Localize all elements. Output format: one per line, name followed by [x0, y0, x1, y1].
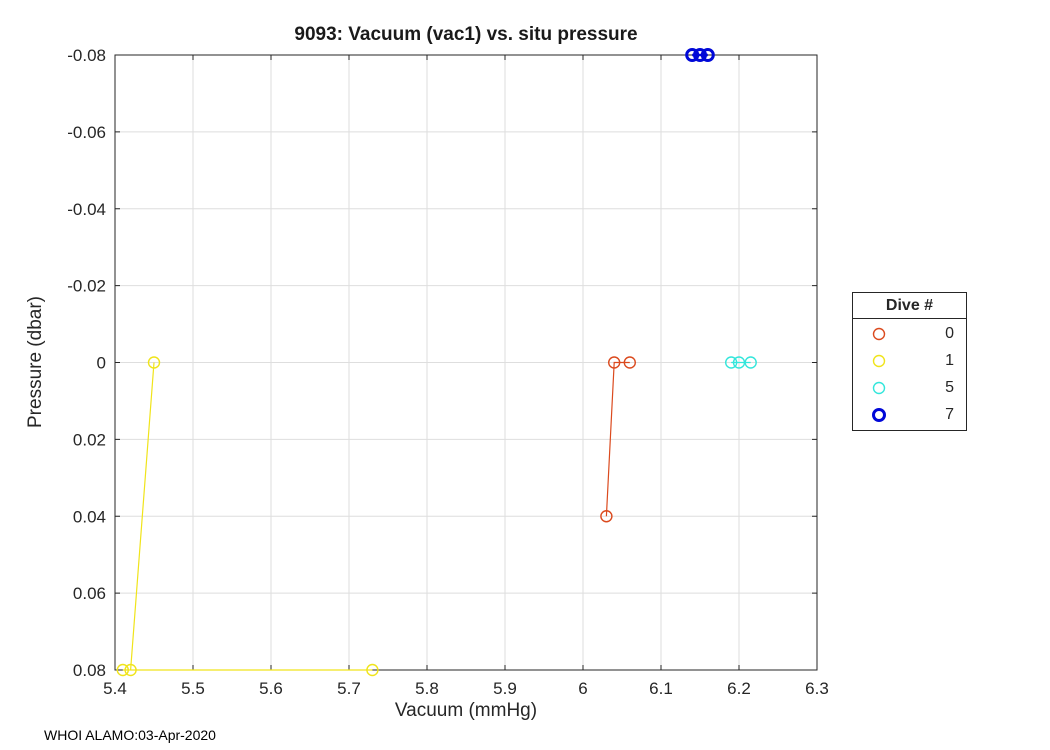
legend-row-dive-1: 1 — [853, 348, 966, 375]
data-marker-dive-1 — [366, 663, 379, 677]
y-tick-label: 0.06 — [73, 584, 106, 603]
data-marker-dive-5 — [744, 356, 757, 369]
data-marker-dive-1 — [116, 663, 130, 677]
x-tick-label: 5.8 — [415, 679, 439, 698]
legend-label: 1 — [945, 352, 954, 370]
x-tick-label: 6.2 — [727, 679, 751, 698]
y-tick-label: 0.04 — [73, 507, 106, 526]
x-tick-label: 5.9 — [493, 679, 517, 698]
x-tick-label: 6.1 — [649, 679, 673, 698]
legend-title: Dive # — [853, 293, 966, 319]
x-tick-label: 6.3 — [805, 679, 829, 698]
y-tick-label: 0 — [97, 354, 106, 373]
series-line-dive-1 — [122, 362, 373, 671]
legend-row-dive-5: 5 — [853, 375, 966, 402]
legend-row-dive-7: 7 — [853, 401, 966, 428]
data-marker-dive-1 — [124, 663, 137, 677]
y-tick-label: 0.02 — [73, 430, 106, 449]
data-marker-dive-7 — [693, 48, 707, 62]
x-axis-label: Vacuum (mmHg) — [394, 700, 538, 721]
legend-label: 0 — [945, 325, 954, 343]
x-tick-label: 6 — [578, 679, 587, 698]
legend-marker-icon — [872, 354, 886, 368]
x-tick-label: 5.7 — [337, 679, 361, 698]
legend-label: 5 — [945, 378, 954, 396]
data-marker-dive-0 — [623, 356, 636, 369]
data-marker-dive-0 — [600, 510, 613, 523]
y-tick-label: -0.08 — [67, 46, 106, 65]
data-marker-dive-5 — [732, 356, 746, 369]
legend-rows: 0 1 5 7 — [853, 319, 966, 430]
data-marker-dive-0 — [608, 356, 621, 369]
legend-marker-icon — [872, 381, 886, 395]
watermark-text: WHOI ALAMO:03-Apr-2020 — [44, 727, 216, 743]
legend-label: 7 — [945, 405, 954, 423]
data-marker-dive-1 — [147, 356, 161, 369]
y-tick-label: -0.02 — [67, 277, 106, 296]
data-marker-dive-7 — [700, 48, 715, 62]
data-marker-dive-7 — [685, 48, 700, 62]
data-marker-dive-5 — [725, 356, 738, 369]
y-axis-label: Pressure (dbar) — [25, 296, 46, 428]
y-tick-label: -0.06 — [67, 123, 106, 142]
legend-marker-icon — [872, 328, 886, 341]
chart-title: 9093: Vacuum (vac1) vs. situ pressure — [294, 24, 638, 45]
legend-row-dive-0: 0 — [853, 321, 966, 348]
x-tick-label: 5.4 — [103, 679, 127, 698]
x-tick-label: 5.6 — [259, 679, 283, 698]
x-tick-label: 5.5 — [181, 679, 205, 698]
legend-marker-icon — [872, 407, 886, 422]
y-tick-label: -0.04 — [67, 200, 106, 219]
y-tick-label: 0.08 — [73, 661, 106, 680]
legend: Dive # 0 1 5 7 — [852, 292, 967, 431]
